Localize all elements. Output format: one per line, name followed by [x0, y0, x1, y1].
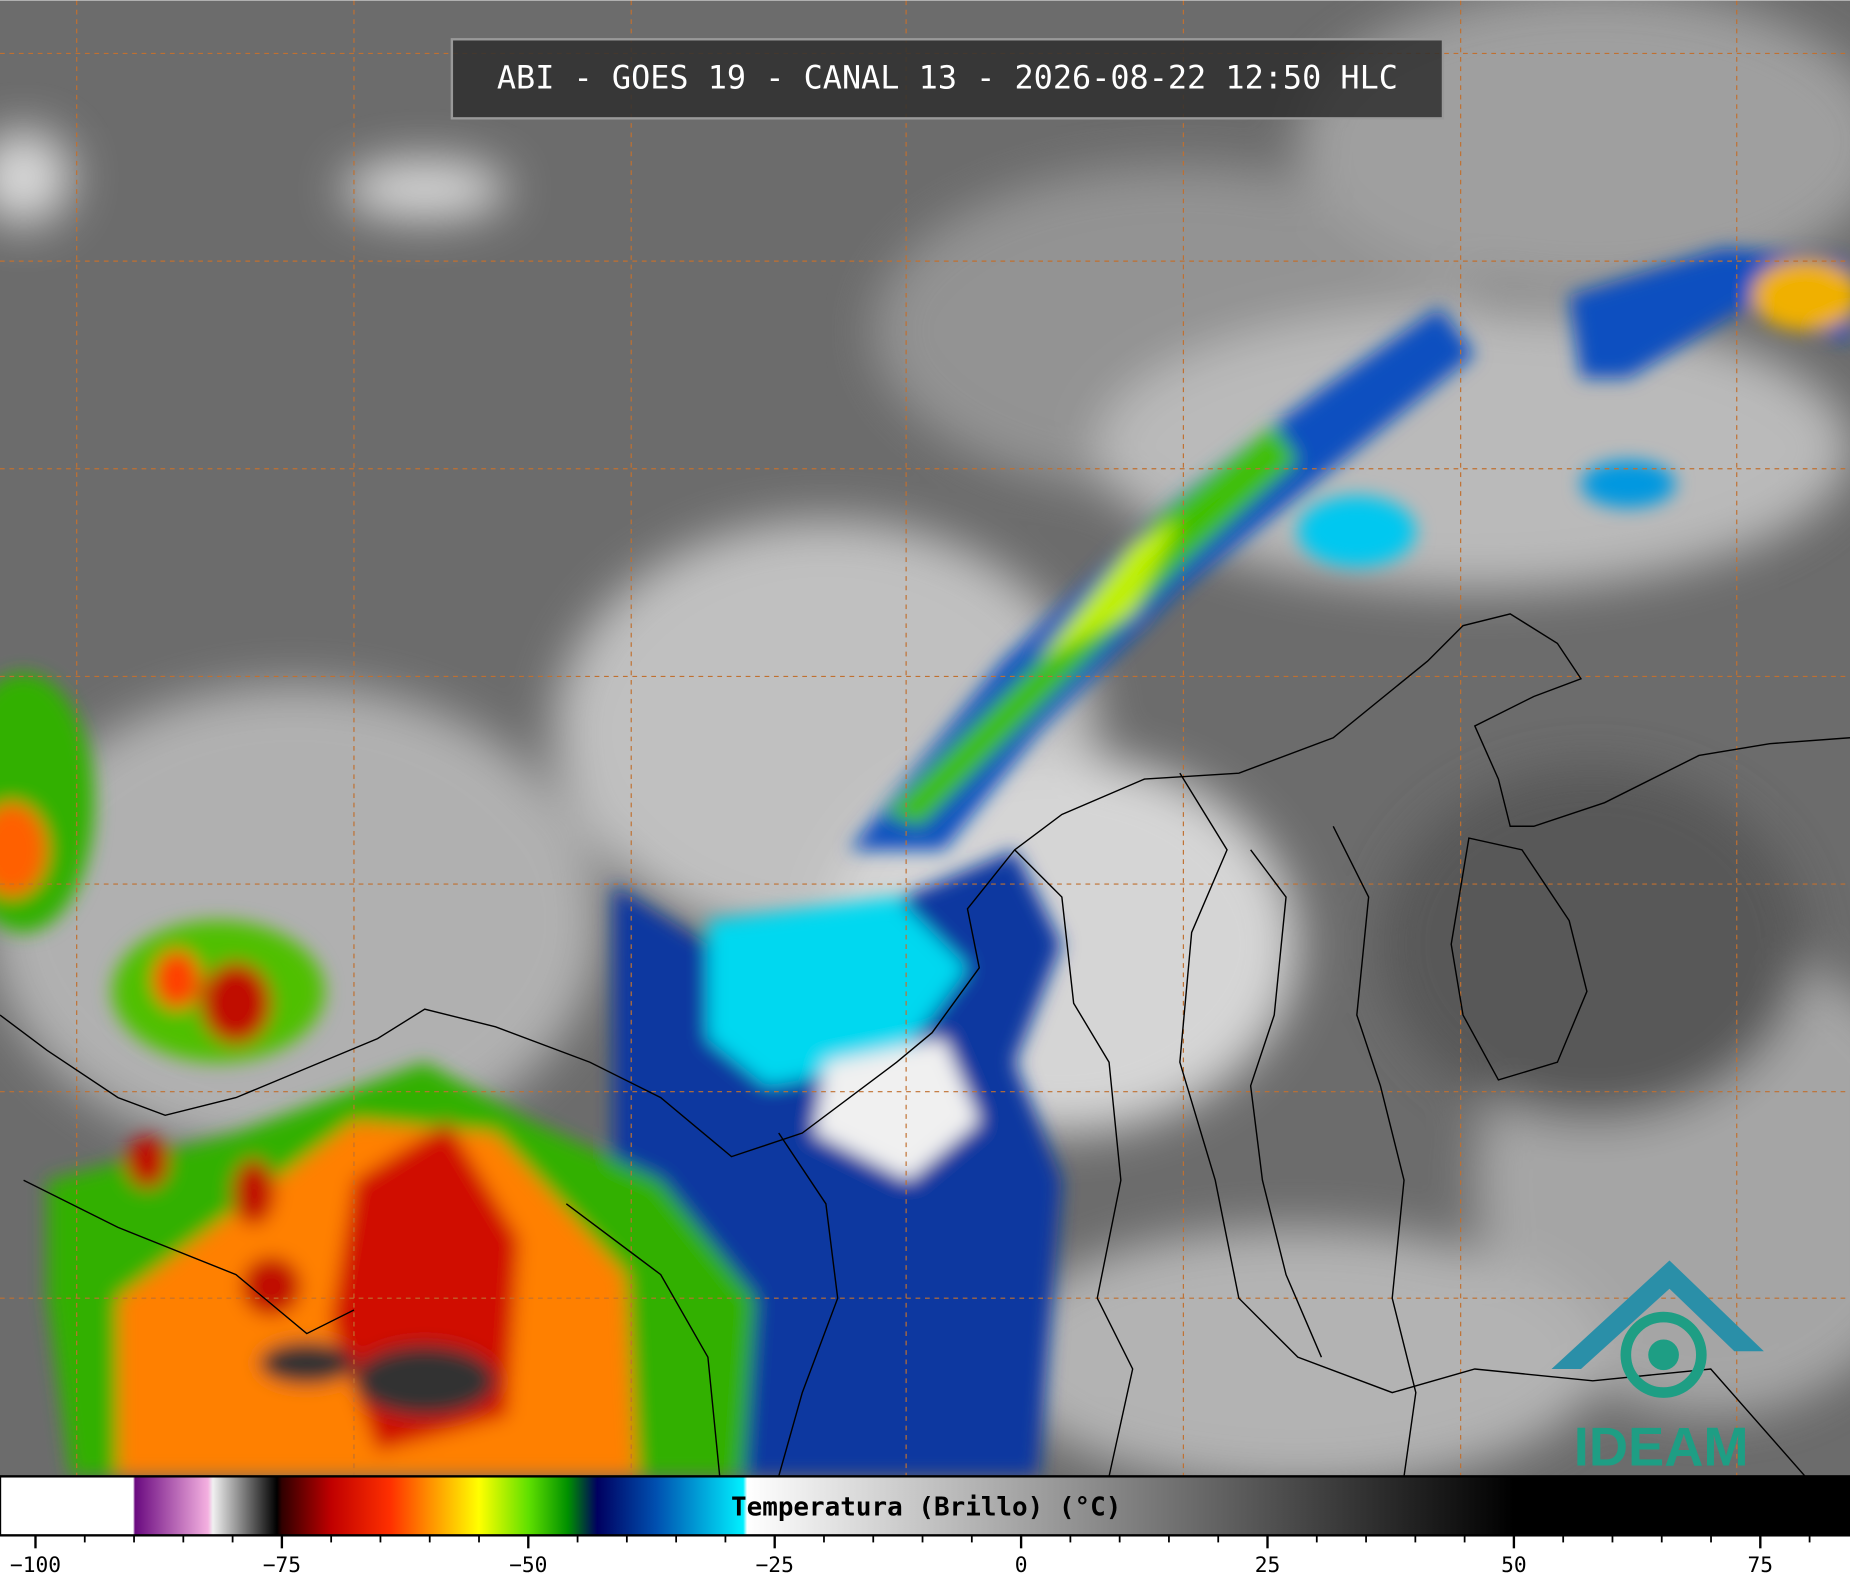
tick-label: 75	[1748, 1553, 1774, 1577]
borders	[0, 613, 1850, 1477]
title-box: ABI - GOES 19 - CANAL 13 - 2026-08-22 12…	[450, 38, 1445, 120]
ideam-logo: IDEAM	[1551, 1260, 1764, 1478]
map: IDEAM	[0, 0, 1850, 1478]
colorbar: Temperatura (Brillo) (°C) −100 −75 −50 −25 0…	[0, 1475, 1850, 1577]
tick-label: 50	[1501, 1553, 1527, 1577]
logo-text: IDEAM	[1574, 1417, 1749, 1478]
tick-label: 0	[1015, 1553, 1028, 1577]
tick-label: −100	[10, 1553, 61, 1577]
cloud-tops	[0, 248, 1850, 1477]
title: ABI - GOES 19 - CANAL 13 - 2026-08-22 12…	[497, 58, 1398, 96]
colorbar-label: Temperatura (Brillo) (°C)	[731, 1493, 1121, 1523]
tick-label: 25	[1255, 1553, 1281, 1577]
colorbar-ramp	[0, 1475, 1850, 1537]
tick-label: −25	[756, 1553, 794, 1577]
tick-label: −50	[509, 1553, 547, 1577]
tick-label: −75	[263, 1553, 301, 1577]
